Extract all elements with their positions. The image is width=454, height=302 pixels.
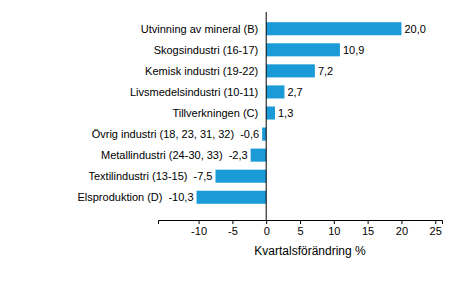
- tick-mark: [435, 220, 436, 224]
- tick: 15: [362, 220, 374, 237]
- tick-label: 15: [362, 225, 374, 237]
- data-label: 2,7: [287, 86, 302, 98]
- tick-label: 0: [264, 225, 270, 237]
- axis-title: Kvartalsförändring %: [254, 244, 366, 258]
- data-label: 20,0: [404, 23, 425, 35]
- tick-label: 20: [396, 225, 408, 237]
- labels: 20,0 Utvinning av mineral (B) 10,9 Skogsind…: [77, 23, 425, 204]
- bar: [266, 22, 401, 35]
- bar: [266, 64, 315, 77]
- data-label: -2,3: [229, 149, 248, 161]
- data-label: -10,3: [168, 191, 193, 203]
- data-label: -0,6: [240, 128, 259, 140]
- category-label: Tillverkningen (C): [172, 107, 258, 119]
- tick-mark: [300, 220, 301, 224]
- tick-label: -5: [228, 225, 238, 237]
- category-label: Kemisk industri (19-22): [145, 65, 258, 77]
- tick: -10: [191, 220, 207, 237]
- bar: [197, 191, 267, 204]
- chart: -10 -5 0 5 10 15 20 25 Kvartalsförändring % 20,0 U…: [0, 0, 454, 302]
- tick: 10: [328, 220, 340, 237]
- tick: 25: [430, 220, 442, 237]
- tick: 0: [264, 220, 270, 237]
- tick-mark: [334, 220, 335, 224]
- tick-mark: [368, 220, 369, 224]
- x-axis: -10 -5 0 5 10 15 20 25: [159, 220, 443, 237]
- tick-mark: [401, 220, 402, 224]
- category-label: Utvinning av mineral (B): [141, 23, 258, 35]
- data-label: 7,2: [318, 65, 333, 77]
- bar: [215, 170, 266, 183]
- tick-label: 25: [430, 225, 442, 237]
- data-label: 1,3: [278, 107, 293, 119]
- tick-label: 5: [297, 225, 303, 237]
- category-label: Övrig industri (18, 23, 31, 32): [92, 128, 234, 140]
- tick: -5: [228, 220, 238, 237]
- category-label: Skogsindustri (16-17): [154, 44, 259, 56]
- tick: 20: [396, 220, 408, 237]
- data-label: 10,9: [343, 44, 364, 56]
- tick-label: 10: [328, 225, 340, 237]
- tick-label: -10: [191, 225, 207, 237]
- bar: [266, 106, 275, 119]
- category-label: Livsmedelsindustri (10-11): [130, 86, 258, 98]
- tick-mark: [266, 220, 267, 224]
- bar: [262, 128, 266, 141]
- category-label: Metallindustri (24-30, 33): [101, 149, 223, 161]
- bar: [266, 85, 284, 98]
- tick-mark: [232, 220, 233, 224]
- baseline: [266, 12, 267, 220]
- tick-mark: [199, 220, 200, 224]
- category-label: Textilindustri (13-15): [88, 170, 187, 182]
- axis-line: [159, 221, 443, 225]
- bar: [251, 149, 267, 162]
- data-label: -7,5: [194, 170, 213, 182]
- bar: [266, 43, 340, 56]
- tick: 5: [297, 220, 303, 237]
- category-label: Elsproduktion (D): [77, 191, 162, 203]
